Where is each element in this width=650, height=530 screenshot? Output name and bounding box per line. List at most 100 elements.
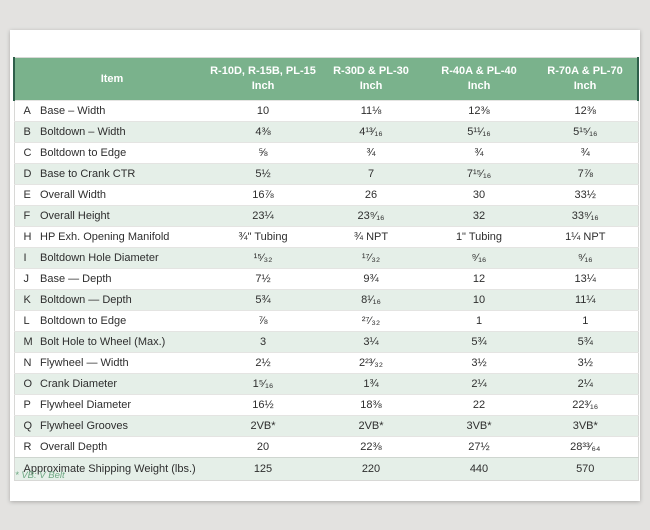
value-cell: 2¼ <box>425 373 533 395</box>
dimensions-table: Item R-10D, R-15B, PL-15 Inch R-30D & PL-30… <box>13 57 639 481</box>
shipping-weight-label: Approximate Shipping Weight (lbs.) <box>14 457 209 481</box>
value-cell: 5¾ <box>425 331 533 353</box>
value-cell: 4⅜ <box>209 121 317 143</box>
row-item-label: Overall Width <box>38 184 209 206</box>
table-row-F: F Overall Height 23¼ 23⁹⁄₁₆ 32 33⁹⁄₁₆ <box>14 205 638 227</box>
value-cell: 22 <box>425 394 533 416</box>
row-item-label: Boltdown to Edge <box>38 142 209 164</box>
value-cell: 2VB* <box>317 415 425 437</box>
value-cell: 30 <box>425 184 533 206</box>
column-title: R-70A & PL-70 <box>547 65 623 78</box>
value-cell: 8¹⁄₁₆ <box>317 289 425 311</box>
value-cell: ⁹⁄₁₆ <box>425 247 533 269</box>
value-cell: 5¹¹⁄₁₆ <box>425 121 533 143</box>
value-cell: 2¼ <box>533 373 638 395</box>
table-row-N: N Flywheel — Width 2½ 2²³⁄₃₂ 3½ 3½ <box>14 352 638 374</box>
value-cell: 16½ <box>209 394 317 416</box>
row-item-label: Boltdown to Edge <box>38 310 209 332</box>
value-cell: 11¼ <box>533 289 638 311</box>
row-letter: B <box>14 121 38 143</box>
column-header-1: R-10D, R-15B, PL-15 Inch <box>209 57 317 101</box>
value-cell: 23¼ <box>209 205 317 227</box>
value-cell: 3¼ <box>317 331 425 353</box>
row-item-label: Boltdown – Width <box>38 121 209 143</box>
row-item-label: Overall Height <box>38 205 209 227</box>
value-cell: ¾ <box>425 142 533 164</box>
row-letter: O <box>14 373 38 395</box>
column-unit: Inch <box>359 80 383 92</box>
row-letter: F <box>14 205 38 227</box>
column-unit: Inch <box>251 80 275 92</box>
table-row-Q: Q Flywheel Grooves 2VB* 2VB* 3VB* 3VB* <box>14 415 638 437</box>
value-cell: 1 <box>533 310 638 332</box>
row-letter: N <box>14 352 38 374</box>
value-cell: 4¹³⁄₁₆ <box>317 121 425 143</box>
row-item-label: Base to Crank CTR <box>38 163 209 185</box>
value-cell: 7 <box>317 163 425 185</box>
value-cell: 22⅜ <box>317 436 425 458</box>
value-cell: 10 <box>209 100 317 122</box>
table-row-R: R Overall Depth 20 22⅜ 27½ 28³³⁄₆₄ <box>14 436 638 458</box>
value-cell: 1" Tubing <box>425 226 533 248</box>
value-cell: 3½ <box>533 352 638 374</box>
row-item-label: Boltdown — Depth <box>38 289 209 311</box>
value-cell: 32 <box>425 205 533 227</box>
value-cell: ¹⁵⁄₃₂ <box>209 247 317 269</box>
table-row-O: O Crank Diameter 1⁵⁄₁₆ 1¾ 2¼ 2¼ <box>14 373 638 395</box>
table-row-I: I Boltdown Hole Diameter ¹⁵⁄₃₂ ¹⁷⁄₃₂ ⁹⁄₁₆ ⁹⁄₁… <box>14 247 638 269</box>
value-cell: 1 <box>425 310 533 332</box>
value-cell: 9¾ <box>317 268 425 290</box>
value-cell: ⅝ <box>209 142 317 164</box>
value-cell: 7¹⁵⁄₁₆ <box>425 163 533 185</box>
table-row-E: E Overall Width 16⅞ 26 30 33½ <box>14 184 638 206</box>
value-cell: ⅞ <box>209 310 317 332</box>
value-cell: ¾ <box>533 142 638 164</box>
value-cell: ²⁷⁄₃₂ <box>317 310 425 332</box>
table-row-L: L Boltdown to Edge ⅞ ²⁷⁄₃₂ 1 1 <box>14 310 638 332</box>
row-letter: Q <box>14 415 38 437</box>
shipping-weight-value: 570 <box>533 457 638 481</box>
value-cell: ¾ <box>317 142 425 164</box>
header-row: Item R-10D, R-15B, PL-15 Inch R-30D & PL-30… <box>13 57 639 101</box>
table-row-C: C Boltdown to Edge ⅝ ¾ ¾ ¾ <box>14 142 638 164</box>
value-cell: 5¾ <box>209 289 317 311</box>
row-item-label: Boltdown Hole Diameter <box>38 247 209 269</box>
value-cell: 23⁹⁄₁₆ <box>317 205 425 227</box>
value-cell: ⁹⁄₁₆ <box>533 247 638 269</box>
value-cell: 27½ <box>425 436 533 458</box>
row-item-label: Bolt Hole to Wheel (Max.) <box>38 331 209 353</box>
table-row-P: P Flywheel Diameter 16½ 18⅜ 22 22³⁄₁₆ <box>14 394 638 416</box>
column-header-3: R-40A & PL-40 Inch <box>425 57 533 101</box>
column-header-item: Item <box>13 57 209 101</box>
column-title: R-40A & PL-40 <box>441 65 517 78</box>
column-unit: Inch <box>573 80 597 92</box>
row-letter: D <box>14 163 38 185</box>
shipping-weight-value: 220 <box>317 457 425 481</box>
value-cell: 13¼ <box>533 268 638 290</box>
value-cell: 7⅞ <box>533 163 638 185</box>
value-cell: 12⅜ <box>425 100 533 122</box>
shipping-weight-value: 440 <box>425 457 533 481</box>
row-letter: J <box>14 268 38 290</box>
value-cell: 33½ <box>533 184 638 206</box>
footnote: * VB: V Belt <box>15 470 65 481</box>
value-cell: 2²³⁄₃₂ <box>317 352 425 374</box>
value-cell: 10 <box>425 289 533 311</box>
row-letter: A <box>14 100 38 122</box>
value-cell: 16⅞ <box>209 184 317 206</box>
value-cell: 7½ <box>209 268 317 290</box>
value-cell: 12⅜ <box>533 100 638 122</box>
value-cell: 1¼ NPT <box>533 226 638 248</box>
value-cell: 1⁵⁄₁₆ <box>209 373 317 395</box>
row-item-label: Overall Depth <box>38 436 209 458</box>
row-letter: H <box>14 226 38 248</box>
row-item-label: Base — Depth <box>38 268 209 290</box>
column-header-4: R-70A & PL-70 Inch <box>533 57 639 101</box>
value-cell: 5¾ <box>533 331 638 353</box>
value-cell: 26 <box>317 184 425 206</box>
table-row-M: M Bolt Hole to Wheel (Max.) 3 3¼ 5¾ 5¾ <box>14 331 638 353</box>
row-letter: L <box>14 310 38 332</box>
row-item-label: Flywheel — Width <box>38 352 209 374</box>
row-letter: R <box>14 436 38 458</box>
table-row-J: J Base — Depth 7½ 9¾ 12 13¼ <box>14 268 638 290</box>
